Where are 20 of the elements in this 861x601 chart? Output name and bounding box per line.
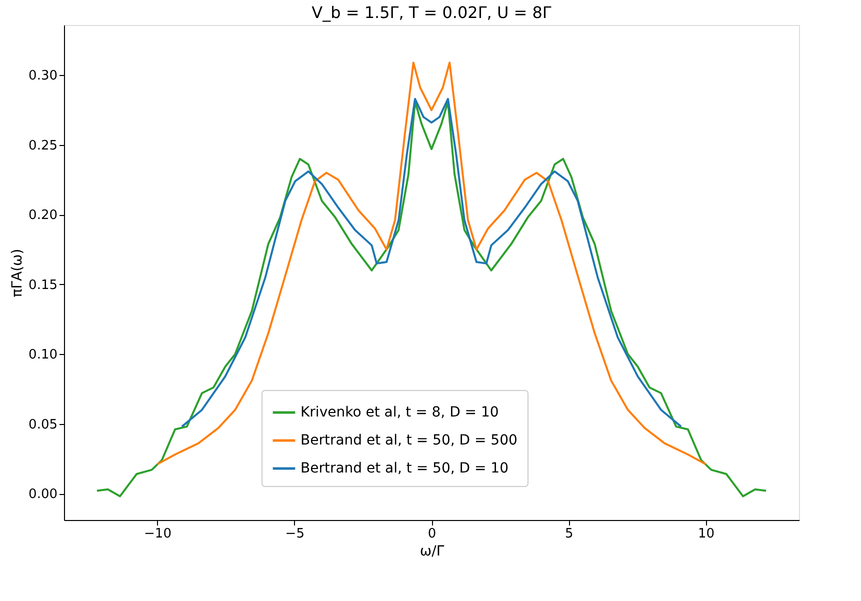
x-axis-title: ω/Γ — [420, 544, 444, 560]
line-series — [96, 100, 768, 498]
y-tick-label: 0.10 — [28, 348, 58, 363]
y-tick-label: 0.05 — [28, 417, 58, 432]
y-tick-label: 0.20 — [28, 208, 58, 224]
line-series — [180, 98, 682, 428]
x-tick-label: −5 — [285, 526, 304, 542]
x-tick-label: 0 — [428, 526, 436, 542]
x-tick-label: −10 — [144, 526, 172, 542]
y-tick-label: 0.00 — [28, 487, 58, 502]
y-axis-title: πΓA(ω) — [10, 248, 26, 298]
x-tick-label: 10 — [698, 526, 715, 542]
legend-label: Bertrand et al, t = 50, D = 10 — [300, 460, 508, 476]
legend-label: Krivenko et al, t = 8, D = 10 — [300, 404, 499, 420]
x-tick-label: 5 — [564, 526, 574, 542]
y-tick-label: 0.25 — [28, 138, 58, 154]
y-tick-label: 0.15 — [28, 278, 58, 293]
chart-title: V_b = 1.5Γ, T = 0.02Γ, U = 8Γ — [312, 3, 552, 22]
legend-label: Bertrand et al, t = 50, D = 500 — [300, 432, 518, 448]
y-tick-label: 0.30 — [28, 68, 58, 84]
